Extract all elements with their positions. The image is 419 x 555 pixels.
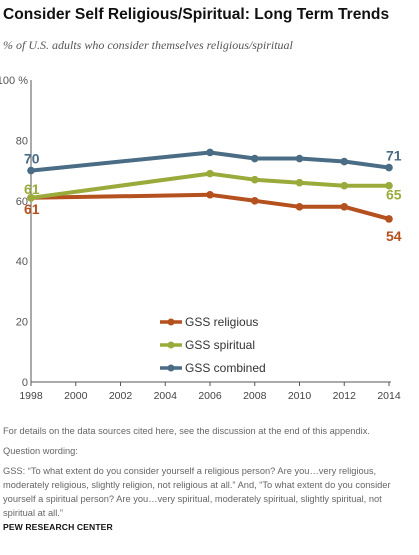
x-tick-label: 2010: [288, 390, 312, 402]
x-tick-label: 2006: [198, 390, 222, 402]
data-point: [206, 190, 214, 199]
legend-swatch-marker: [167, 364, 175, 372]
data-label-start: 70: [24, 151, 40, 167]
data-label-start: 61: [24, 181, 40, 197]
y-tick-label: 100 %: [0, 75, 28, 87]
data-point: [206, 169, 214, 178]
x-tick-label: 2014: [377, 390, 401, 402]
data-point: [340, 203, 349, 211]
data-point: [385, 163, 393, 172]
x-tick-label: 2012: [333, 390, 357, 402]
question-wording-text: GSS: “To what extent do you consider you…: [3, 466, 391, 518]
data-point: [295, 203, 304, 211]
data-point: [250, 175, 259, 184]
y-tick-label: 60: [16, 196, 28, 208]
legend-label: GSS combined: [185, 361, 266, 375]
data-label-end: 71: [386, 148, 402, 164]
x-tick-label: 2004: [154, 390, 178, 402]
data-point: [295, 178, 304, 187]
chart-subtitle: % of U.S. adults who consider themselves…: [3, 38, 293, 52]
data-label-end: 54: [386, 228, 402, 244]
data-point: [206, 148, 214, 157]
data-point: [295, 154, 304, 163]
source-credit: PEW RESEARCH CENTER: [3, 522, 113, 532]
source-note: For details on the data sources cited he…: [3, 426, 370, 436]
data-point: [340, 157, 349, 166]
legend-swatch-marker: [167, 318, 175, 326]
data-label-end: 65: [386, 187, 402, 203]
data-label-start: 61: [24, 201, 40, 217]
y-tick-label: 80: [16, 135, 28, 147]
y-tick-label: 20: [16, 317, 28, 329]
x-tick-label: 2002: [109, 390, 133, 402]
data-point: [250, 154, 259, 163]
data-point: [250, 197, 259, 205]
legend-swatch-marker: [167, 341, 175, 349]
series-line-gss-spiritual: [29, 171, 391, 200]
legend-label: GSS spiritual: [185, 338, 255, 352]
data-point: [27, 166, 35, 175]
y-tick-label: 40: [16, 256, 28, 268]
data-point: [340, 181, 349, 190]
data-point: [385, 215, 393, 223]
x-tick-label: 2000: [64, 390, 88, 402]
series-line-gss-religious: [29, 192, 391, 221]
chart-title: Consider Self Religious/Spiritual: Long …: [3, 6, 390, 23]
data-point: [385, 181, 393, 190]
y-tick-label: 0: [22, 377, 28, 389]
x-tick-label: 1998: [19, 390, 43, 402]
x-tick-label: 2008: [243, 390, 267, 402]
legend-label: GSS religious: [185, 315, 258, 329]
data-point: [27, 193, 35, 202]
series-line-gss-combined: [29, 150, 391, 173]
question-wording-label: Question wording:: [3, 446, 78, 456]
